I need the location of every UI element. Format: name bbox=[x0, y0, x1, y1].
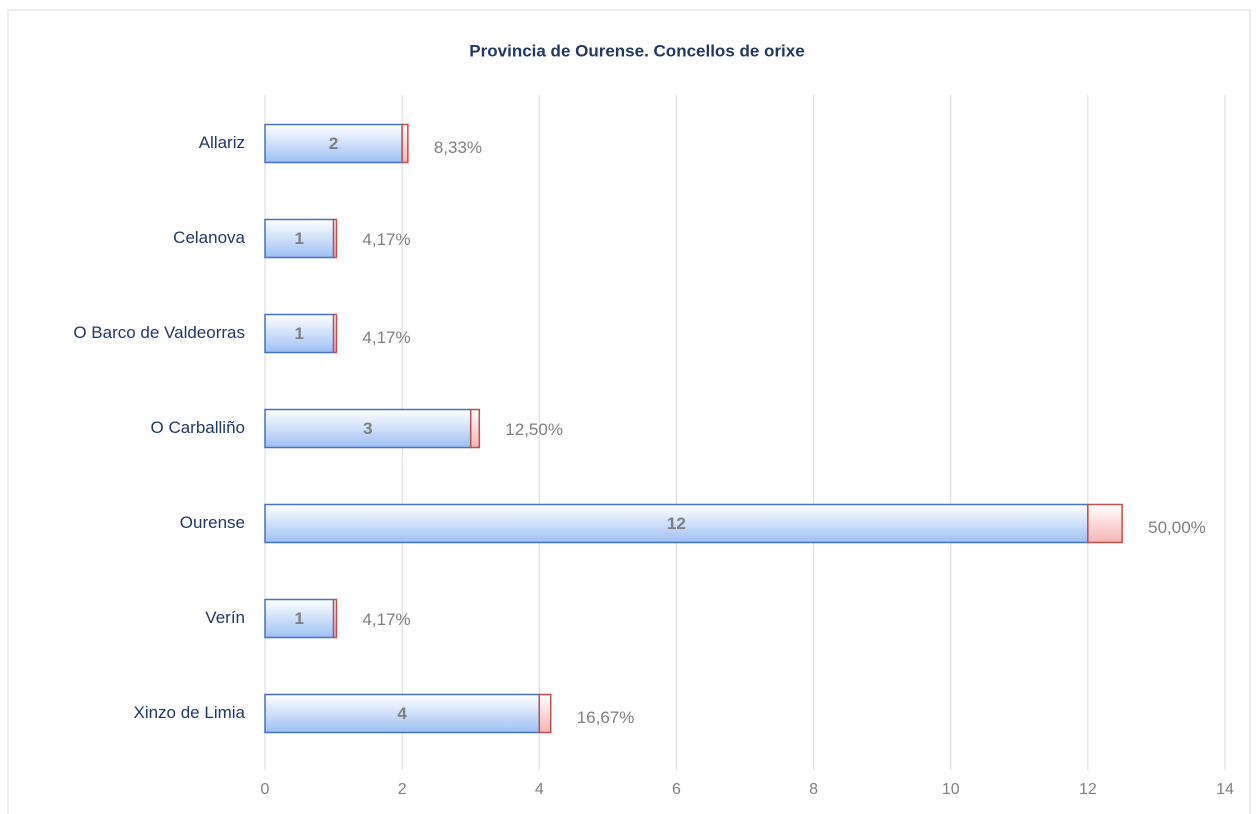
bar-label: 2 bbox=[329, 134, 338, 153]
y-tick-label: Verín bbox=[205, 608, 245, 627]
bar-label: 4 bbox=[397, 704, 407, 723]
y-tick-label: Xinzo de Limia bbox=[133, 703, 245, 722]
x-tick-label: 8 bbox=[809, 781, 818, 798]
x-tick-label: 2 bbox=[398, 781, 407, 798]
bar bbox=[332, 313, 338, 354]
bar-label: 1 bbox=[295, 324, 304, 343]
bar-label: 16,67% bbox=[577, 708, 635, 727]
x-tick-label: 12 bbox=[1079, 781, 1097, 798]
x-tick-label: 0 bbox=[261, 781, 270, 798]
bar-label: 8,33% bbox=[434, 138, 482, 157]
bar-label: 4,17% bbox=[362, 328, 410, 347]
bar bbox=[264, 123, 403, 164]
bar-label: 12,50% bbox=[505, 420, 563, 439]
bar-label: 1 bbox=[295, 609, 304, 628]
x-tick-label: 6 bbox=[672, 781, 681, 798]
y-tick-label: O Barco de Valdeorras bbox=[73, 323, 245, 342]
bar-label: 50,00% bbox=[1148, 518, 1206, 537]
bar-label: 4,17% bbox=[362, 230, 410, 249]
bar bbox=[264, 693, 541, 734]
x-tick-label: 10 bbox=[942, 781, 960, 798]
bar bbox=[332, 598, 338, 639]
bar bbox=[332, 218, 338, 259]
y-tick-label: Ourense bbox=[180, 513, 245, 532]
bar-label: 1 bbox=[295, 229, 304, 248]
bar-label: 3 bbox=[363, 419, 372, 438]
bar bbox=[1087, 503, 1123, 544]
bar bbox=[264, 218, 335, 259]
bar-label: 12 bbox=[667, 514, 686, 533]
x-tick-label: 4 bbox=[535, 781, 544, 798]
chart-title: Provincia de Ourense. Concellos de orixe bbox=[469, 41, 804, 60]
x-tick-label: 14 bbox=[1216, 781, 1234, 798]
bar bbox=[538, 693, 552, 734]
bar bbox=[264, 598, 335, 639]
y-tick-label: Celanova bbox=[173, 228, 245, 247]
bar bbox=[401, 123, 409, 164]
y-tick-label: O Carballiño bbox=[151, 418, 246, 437]
bar bbox=[469, 408, 481, 449]
y-tick-label: Allariz bbox=[199, 133, 245, 152]
chart-border bbox=[7, 9, 1251, 814]
bar-label: 4,17% bbox=[362, 610, 410, 629]
